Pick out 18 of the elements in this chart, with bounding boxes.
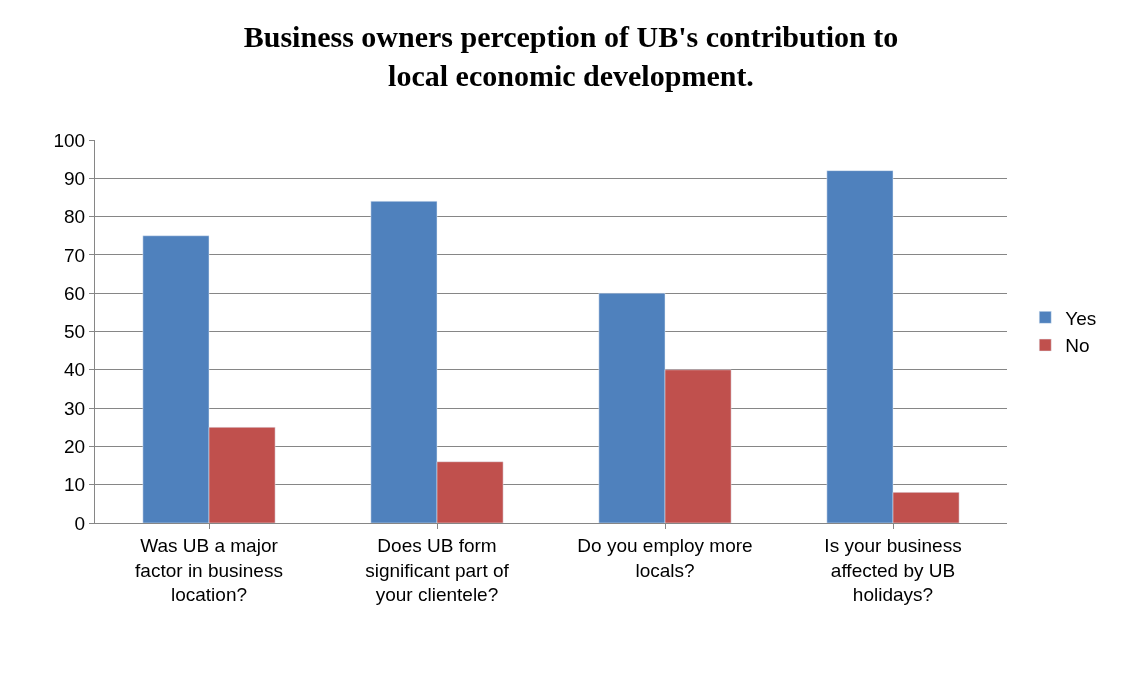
y-tick-label: 60 — [64, 282, 86, 304]
y-tick-label: 80 — [64, 206, 86, 228]
x-tick-label: Is your business affected by UB holidays? — [824, 534, 962, 606]
x-tick-label: Was UB a major factor in business location? — [135, 534, 283, 606]
y-tick-label: 100 — [53, 129, 86, 151]
x-tick-label: Does UB form significant part of your clientele? — [365, 534, 510, 606]
y-tick-label: 70 — [64, 244, 86, 266]
legend-label: Yes — [1065, 307, 1097, 329]
y-tick-label: 20 — [64, 436, 86, 458]
x-tick-label: Do you employ more locals? — [577, 534, 753, 581]
y-tick-label: 30 — [64, 397, 86, 419]
chart-title: Business owners perception of UB's contribution to local economic development. — [243, 20, 899, 93]
y-tick-label: 0 — [74, 512, 86, 534]
y-tick-label: 40 — [64, 359, 86, 381]
y-tick-label: 90 — [64, 167, 86, 189]
legend-label: No — [1065, 335, 1090, 357]
y-tick-label: 50 — [64, 321, 86, 343]
y-tick-label: 10 — [64, 474, 86, 496]
